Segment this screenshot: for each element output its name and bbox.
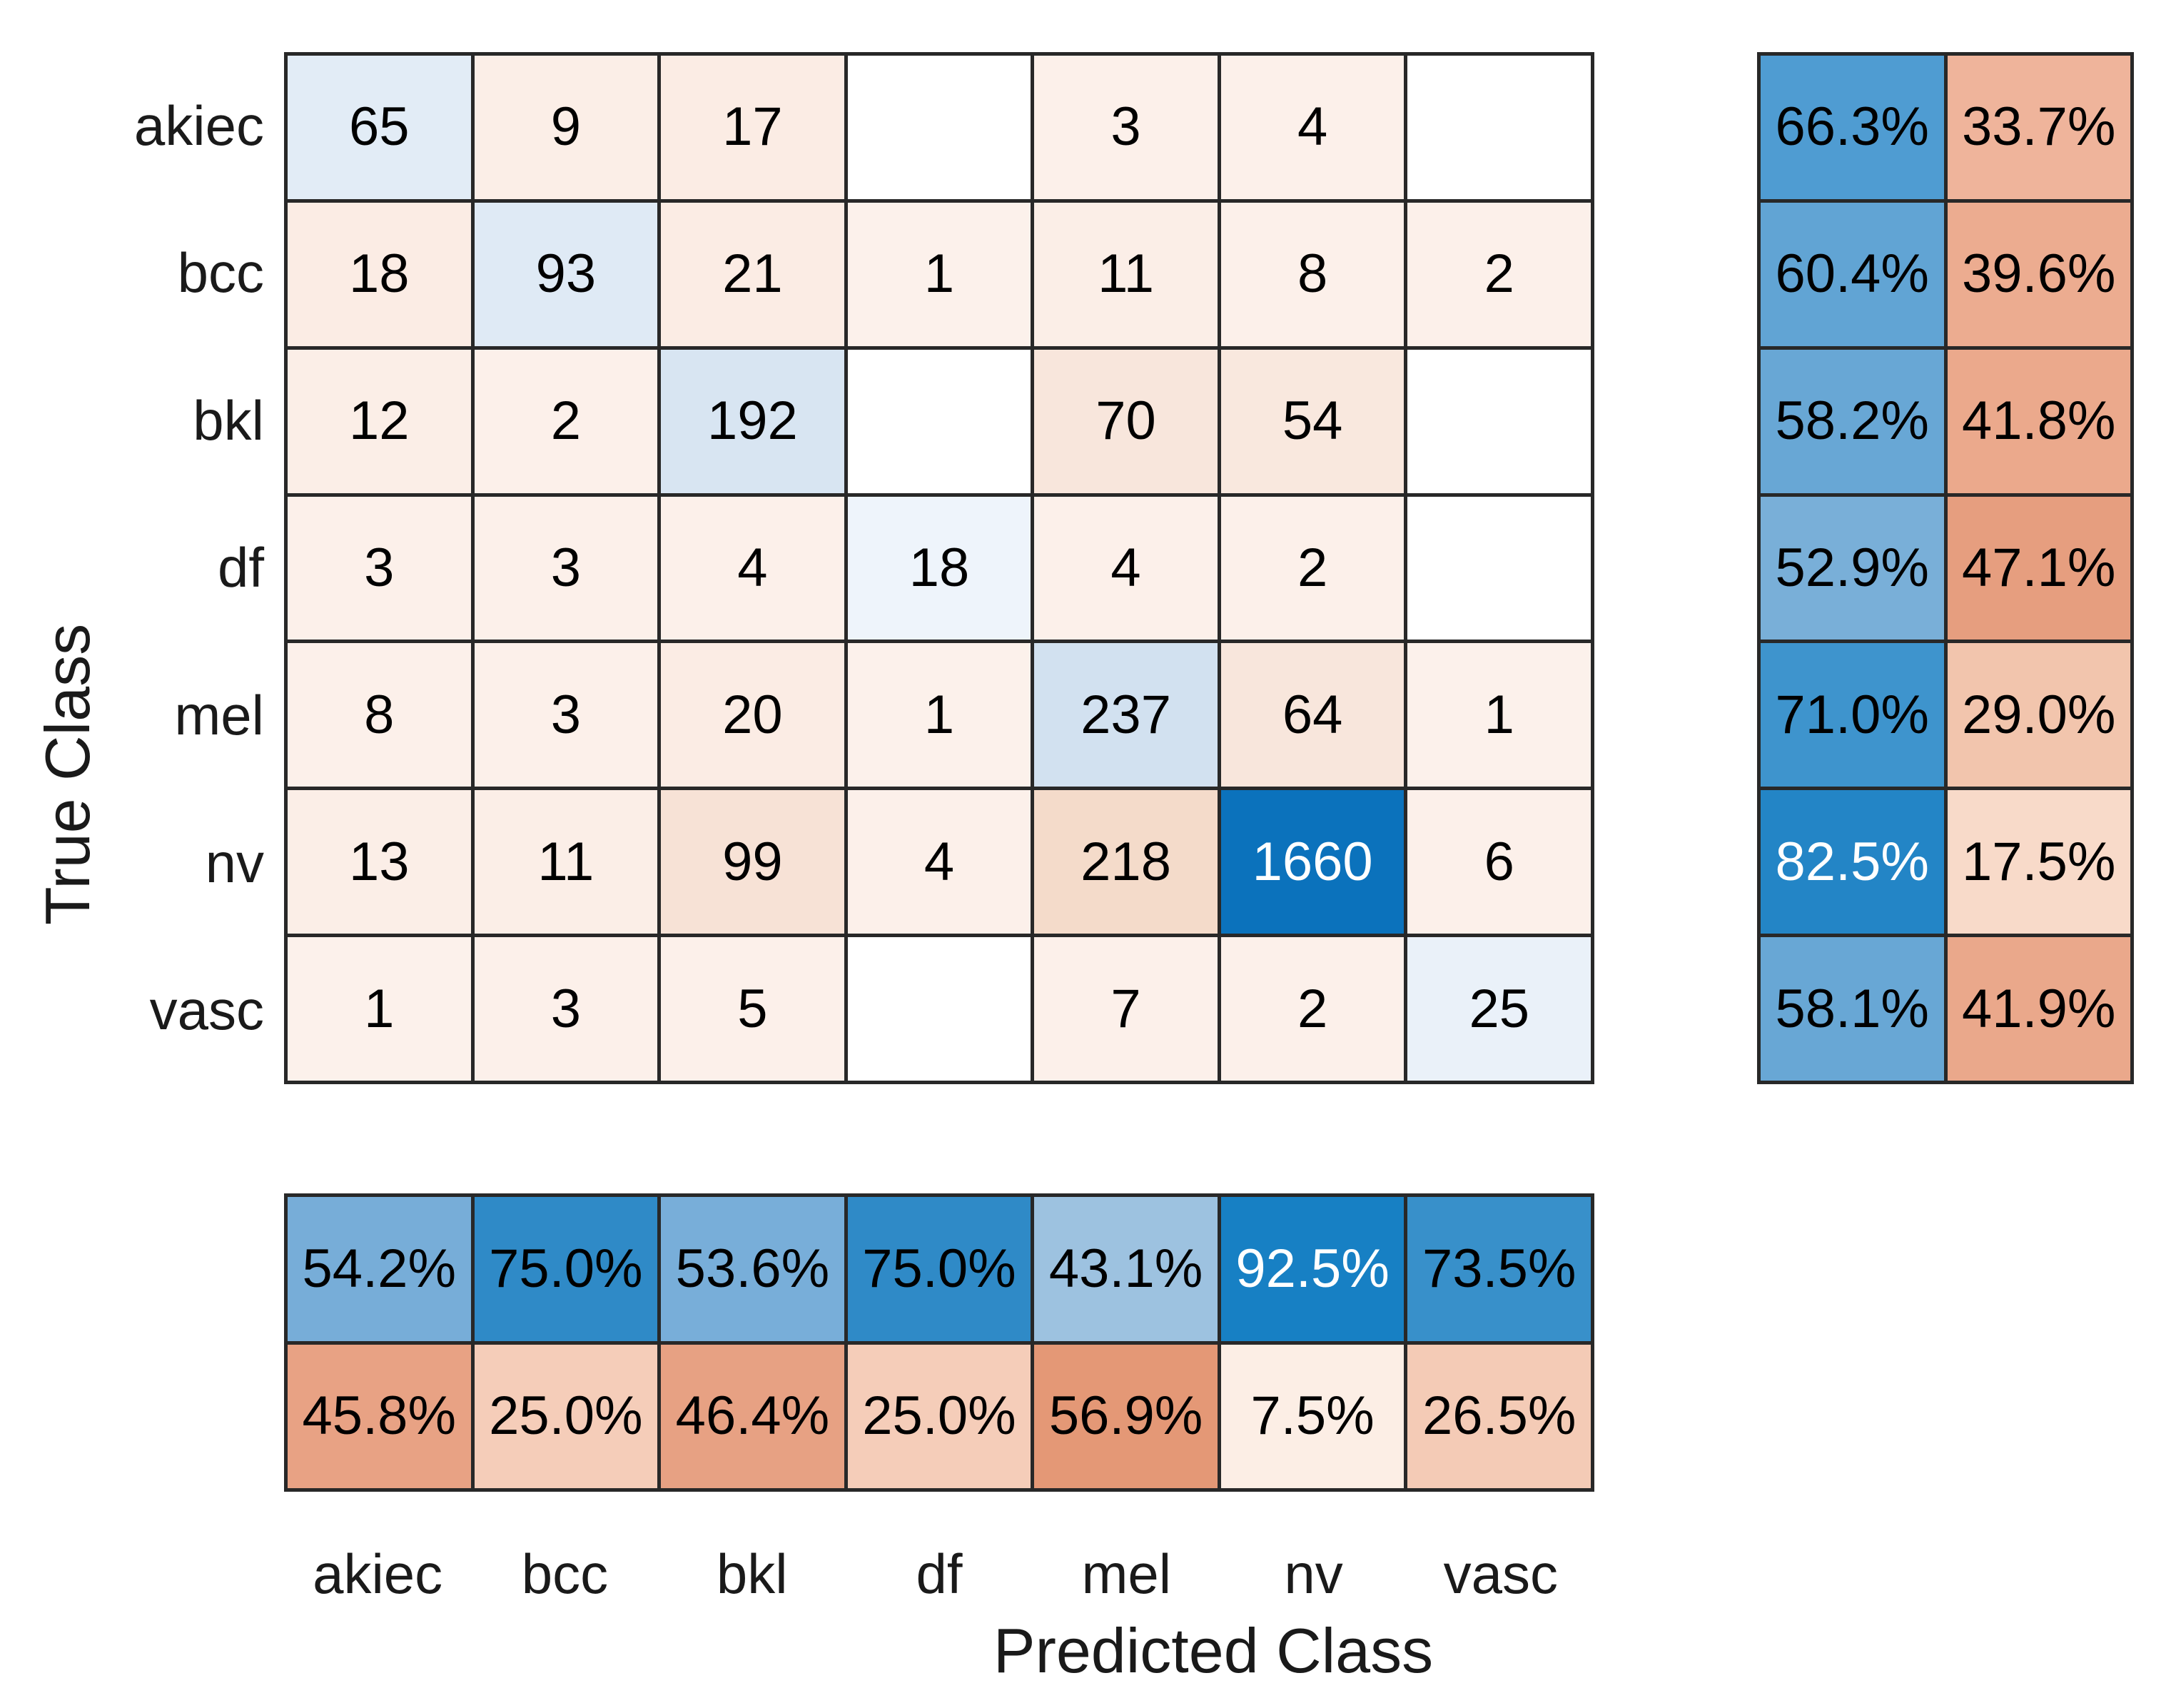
column-summary-cell: 75.0% [474,1197,658,1341]
matrix-cell: 1 [847,643,1031,787]
column-summary-cell: 25.0% [847,1344,1031,1488]
x-tick-label: df [916,1542,963,1605]
matrix-cell: 54 [1220,349,1405,493]
row-summary-grid: 66.3% 33.7% 60.4% 39.6% 58.2% 41.8% 52.9% 47.1%… [1757,52,2134,1084]
row-summary-cell: 60.4% [1761,202,1944,346]
matrix-cell: 11 [474,790,658,934]
y-tick-label: bcc [177,241,264,305]
x-tick-label: vasc [1443,1542,1559,1605]
column-summary-cell: 7.5% [1220,1344,1405,1488]
row-summary-cell: 52.9% [1761,496,1944,640]
column-summary-cell: 43.1% [1034,1197,1218,1341]
matrix-cell: 8 [288,643,471,787]
matrix-cell: 237 [1034,643,1218,787]
matrix-cell: 1 [1407,643,1591,787]
x-axis-title: Predicted Class [993,1615,1434,1686]
row-summary-cell: 58.1% [1761,937,1944,1081]
matrix-cell: 18 [847,496,1031,640]
y-tick-label: nv [205,831,264,894]
column-summary-cell: 53.6% [661,1197,844,1341]
matrix-cell: 6 [1407,790,1591,934]
matrix-cell: 218 [1034,790,1218,934]
column-summary-cell: 73.5% [1407,1197,1591,1341]
matrix-cell: 7 [1034,937,1218,1081]
y-tick-label: mel [174,684,264,747]
row-summary-cell: 17.5% [1947,790,2130,934]
column-summary-cell: 92.5% [1220,1197,1405,1341]
matrix-cell: 65 [288,56,471,199]
matrix-cell: 3 [474,643,658,787]
matrix-cell: 11 [1034,202,1218,346]
matrix-cell: 25 [1407,937,1591,1081]
column-summary-cell: 54.2% [288,1197,471,1341]
matrix-cell: 4 [847,790,1031,934]
x-tick-label: akiec [313,1542,443,1605]
x-tick-label: nv [1284,1542,1343,1605]
matrix-cell: 18 [288,202,471,346]
y-tick-label: vasc [149,979,264,1042]
matrix-cell: 93 [474,202,658,346]
matrix-cell [847,349,1031,493]
column-summary-cell: 26.5% [1407,1344,1591,1488]
column-summary-cell: 75.0% [847,1197,1031,1341]
matrix-cell: 2 [1220,496,1405,640]
row-summary-cell: 41.8% [1947,349,2130,493]
matrix-cell: 8 [1220,202,1405,346]
row-summary-cell: 41.9% [1947,937,2130,1081]
column-summary-cell: 25.0% [474,1344,658,1488]
matrix-cell: 21 [661,202,844,346]
row-summary-cell: 29.0% [1947,643,2130,787]
row-summary-cell: 82.5% [1761,790,1944,934]
matrix-cell [1407,496,1591,640]
matrix-cell: 1 [288,937,471,1081]
matrix-cell: 17 [661,56,844,199]
matrix-cell [1407,56,1591,199]
column-summary-cell: 46.4% [661,1344,844,1488]
matrix-cell [1407,349,1591,493]
matrix-cell: 70 [1034,349,1218,493]
matrix-cell: 5 [661,937,844,1081]
y-tick-label: df [217,536,264,600]
matrix-cell: 192 [661,349,844,493]
x-tick-label: mel [1081,1542,1172,1605]
row-summary-cell: 47.1% [1947,496,2130,640]
matrix-cell: 3 [474,937,658,1081]
row-summary-cell: 39.6% [1947,202,2130,346]
row-summary-cell: 58.2% [1761,349,1944,493]
matrix-cell: 99 [661,790,844,934]
matrix-cell: 12 [288,349,471,493]
row-summary-cell: 66.3% [1761,56,1944,199]
matrix-cell: 1660 [1220,790,1405,934]
matrix-cell: 3 [1034,56,1218,199]
matrix-cell [847,56,1031,199]
matrix-cell: 2 [474,349,658,493]
y-tick-label: akiec [133,94,264,157]
matrix-cell: 3 [288,496,471,640]
matrix-cell: 64 [1220,643,1405,787]
matrix-cell: 1 [847,202,1031,346]
matrix-cell: 13 [288,790,471,934]
x-tick-label: bcc [521,1542,609,1605]
matrix-cell: 2 [1407,202,1591,346]
matrix-cell: 20 [661,643,844,787]
matrix-cell: 4 [1034,496,1218,640]
row-summary-cell: 71.0% [1761,643,1944,787]
x-tick-label: bkl [716,1542,788,1605]
column-summary-cell: 45.8% [288,1344,471,1488]
matrix-cell: 9 [474,56,658,199]
matrix-cell: 4 [1220,56,1405,199]
matrix-cell [847,937,1031,1081]
column-summary-cell: 56.9% [1034,1344,1218,1488]
matrix-cell: 2 [1220,937,1405,1081]
row-summary-cell: 33.7% [1947,56,2130,199]
matrix-cell: 4 [661,496,844,640]
matrix-cell: 3 [474,496,658,640]
y-tick-label: bkl [193,388,264,452]
confusion-matrix-grid: 65 9 17 3 4 18 93 21 1 11 8 2 12 2 192 70 54 3 3 4 18 4 2 8 3 20 1… [284,52,1594,1084]
column-summary-grid: 54.2% 75.0% 53.6% 75.0% 43.1% 92.5% 73.5% 45.8%… [284,1193,1594,1492]
